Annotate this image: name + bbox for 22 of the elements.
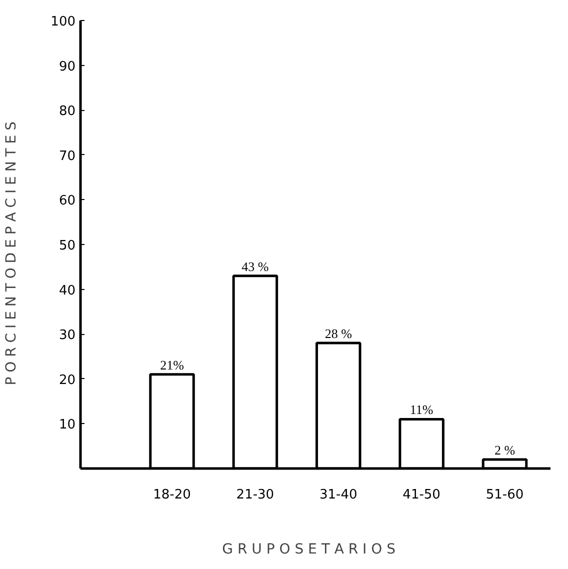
data-label: 21% bbox=[160, 357, 184, 372]
y-tick-label: 10 bbox=[58, 418, 76, 433]
y-tick-label: 90 bbox=[58, 59, 76, 74]
x-tick-label: 41-50 bbox=[402, 488, 440, 502]
y-tick-label: 30 bbox=[58, 328, 76, 344]
y-tick-label: 50 bbox=[58, 238, 76, 254]
x-axis-title: G R U P O S E T A R I O S bbox=[222, 542, 396, 558]
x-tick-label: 18-20 bbox=[153, 488, 191, 502]
x-tick-label: 51-60 bbox=[486, 488, 524, 502]
data-label: 11% bbox=[410, 402, 434, 418]
y-tick-label: 60 bbox=[58, 194, 76, 209]
y-tick-label: 100 bbox=[50, 14, 76, 30]
x-tick-label: 31-40 bbox=[319, 488, 358, 502]
y-tick-label: 40 bbox=[58, 283, 76, 298]
data-label: 43 % bbox=[242, 258, 269, 274]
y-tick-label: 80 bbox=[58, 104, 76, 120]
y-axis-title: P O R C I E N T O D E P A C I E N T E S bbox=[4, 121, 20, 386]
data-label: 2 % bbox=[494, 442, 516, 458]
y-tick-label: 20 bbox=[58, 372, 76, 388]
x-tick-label: 21-30 bbox=[236, 488, 274, 502]
y-tick-label: 70 bbox=[58, 148, 76, 164]
data-label: 28 % bbox=[324, 326, 352, 342]
